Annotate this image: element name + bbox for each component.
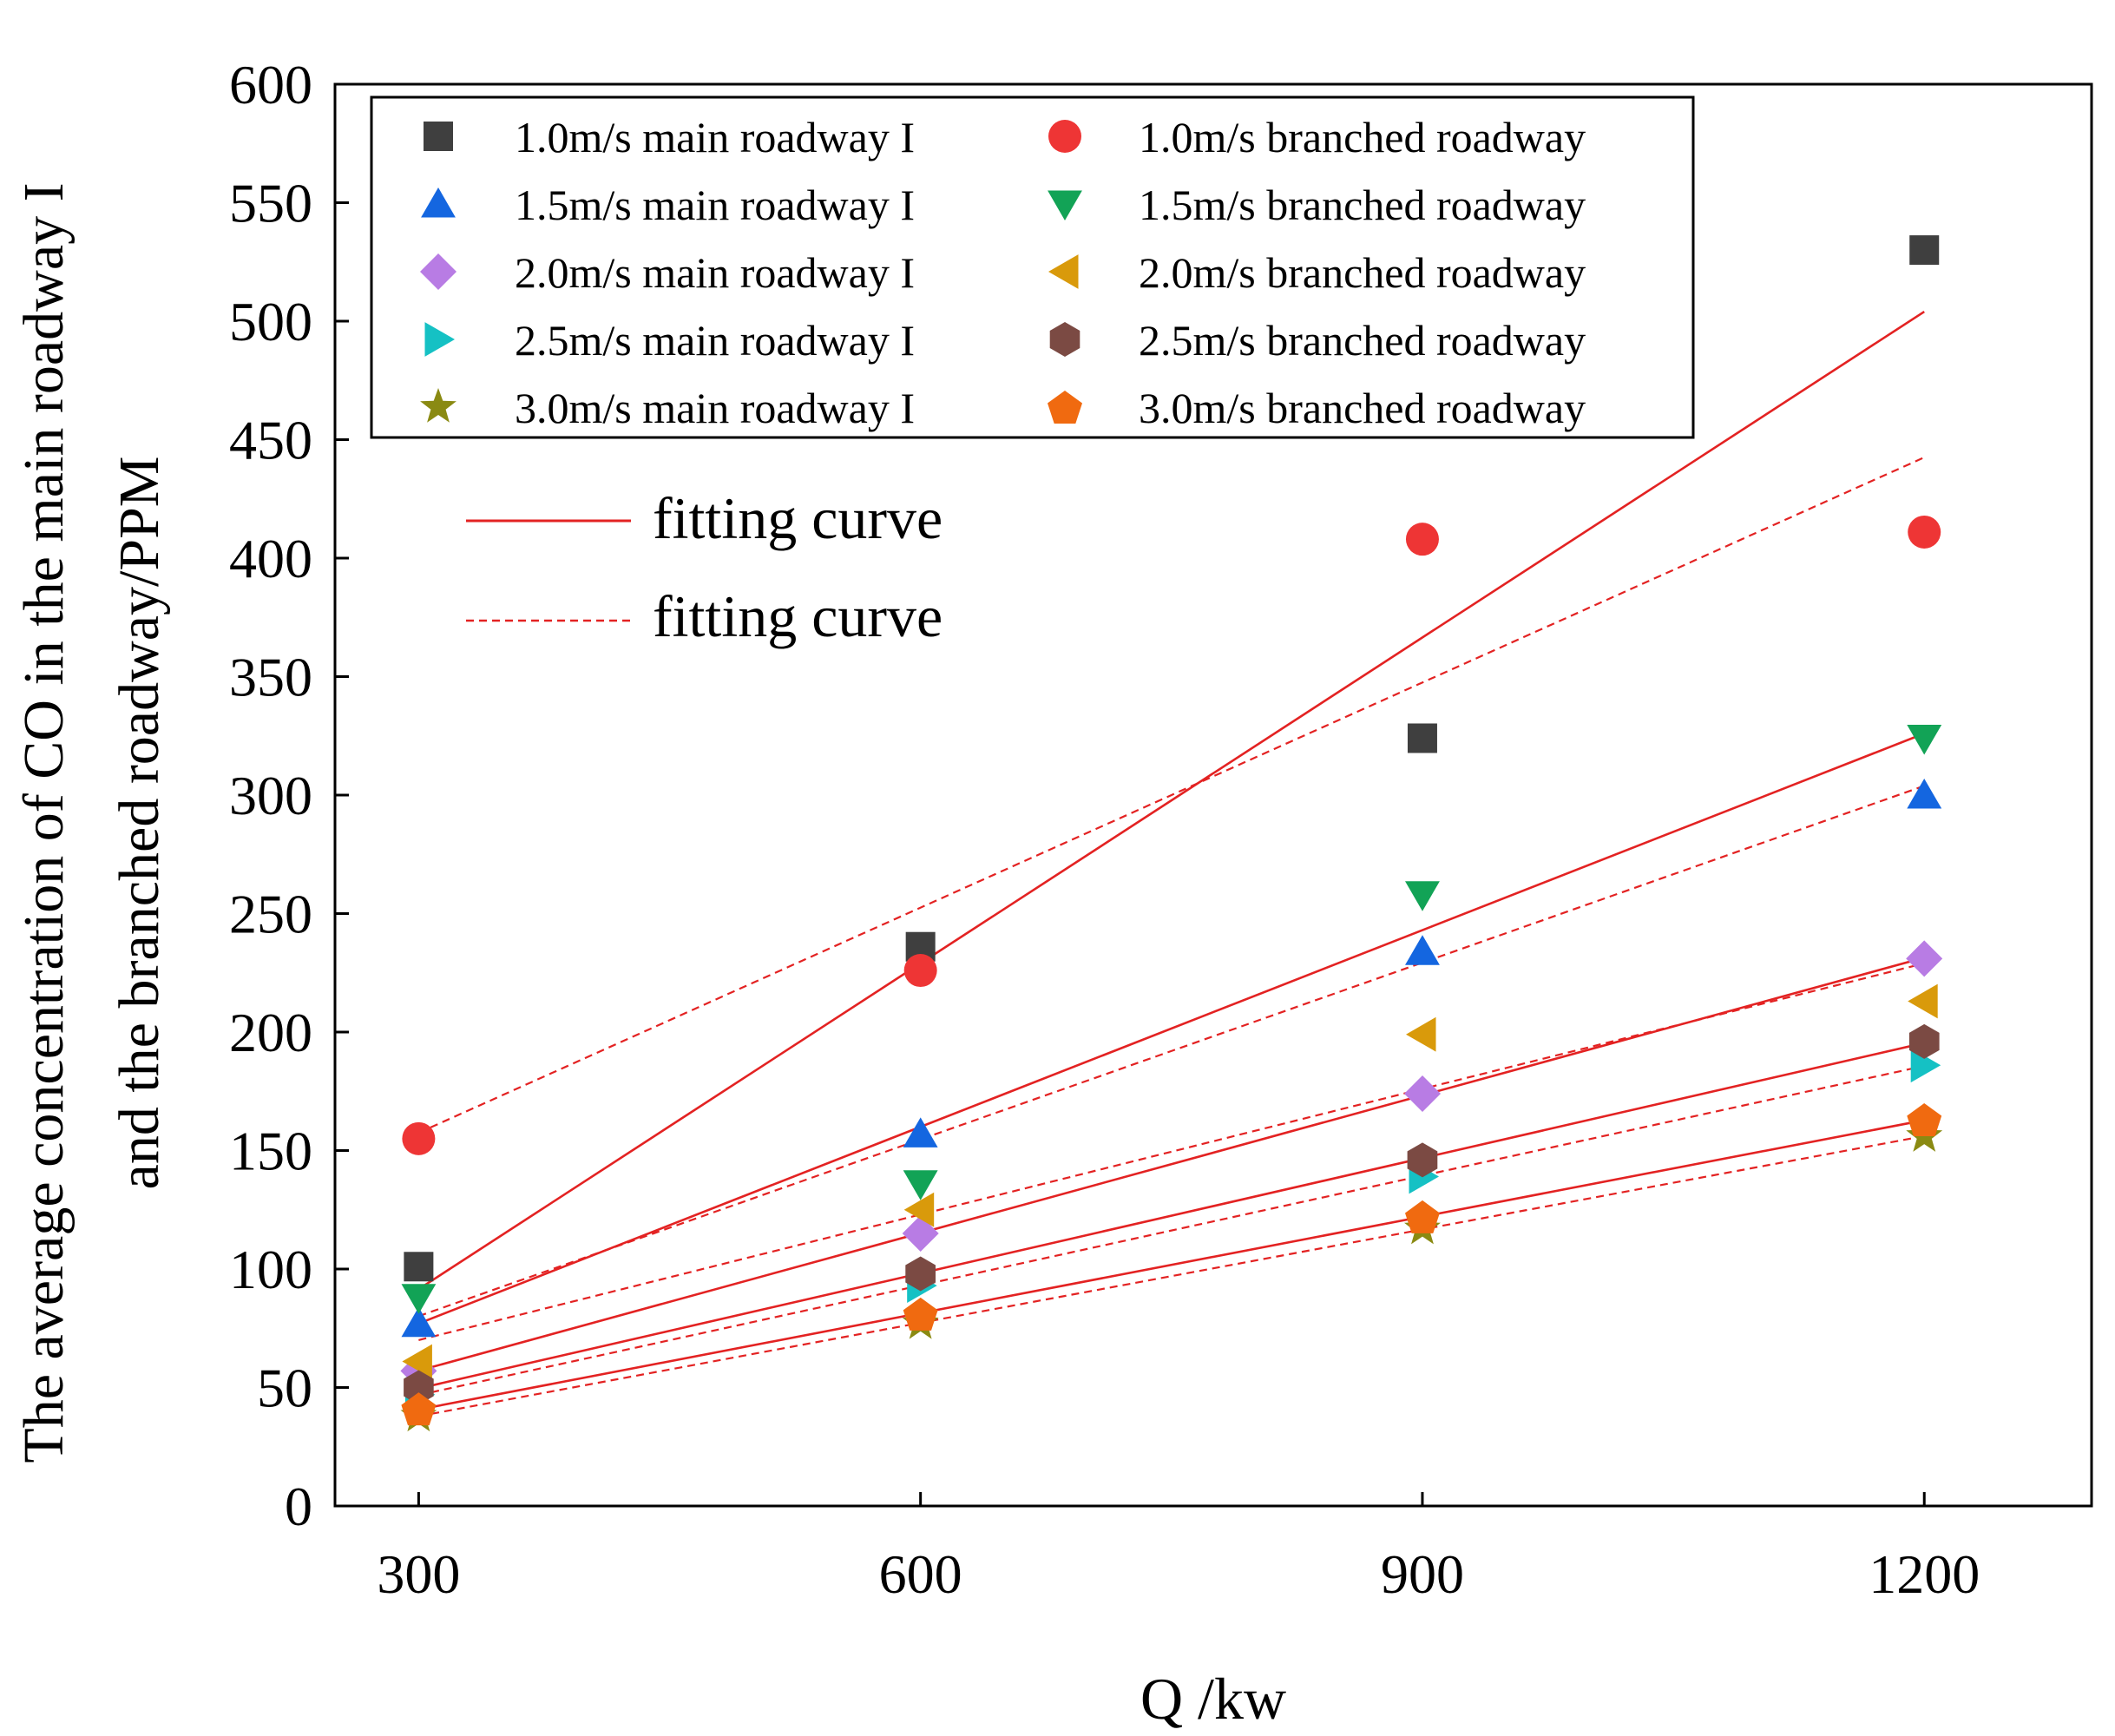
- x-axis-title: Q /kw: [1140, 1666, 1286, 1732]
- data-point-triangle-down: [903, 1170, 938, 1200]
- data-point-triangle-up: [903, 1117, 938, 1147]
- data-point-hexagon: [905, 1256, 936, 1292]
- y-axis-title-line-2: and the branched roadway/PPM: [108, 457, 171, 1190]
- data-point-diamond: [1404, 1075, 1441, 1112]
- data-point-triangle-left: [903, 1192, 935, 1227]
- data-point-triangle-up: [1907, 779, 1942, 809]
- y-tick-label: 50: [257, 1358, 312, 1419]
- data-point-hexagon: [1407, 1142, 1438, 1178]
- data-point-triangle-right: [1910, 1048, 1941, 1083]
- legend-label-1-5-main: 1.5m/s main roadway I: [515, 181, 915, 229]
- legend-label-2-0-branched: 2.0m/s branched roadway: [1139, 248, 1586, 297]
- y-tick-label: 300: [229, 765, 312, 826]
- y-tick-label: 550: [229, 173, 312, 234]
- y-tick-label: 200: [229, 1002, 312, 1063]
- legend-markers: [420, 120, 1082, 424]
- legend-marker-triangle-left: [1048, 254, 1079, 289]
- y-tick-label: 0: [285, 1476, 312, 1537]
- data-point-triangle-down: [1405, 881, 1440, 911]
- legend-box: [370, 95, 1695, 439]
- x-tick-label: 600: [879, 1543, 962, 1605]
- data-point-triangle-down: [1907, 725, 1942, 755]
- y-tick-label: 600: [229, 54, 312, 115]
- data-point-circle: [1908, 515, 1941, 549]
- fit-line-solid: [417, 310, 1925, 1291]
- legend-marker-diamond: [420, 253, 456, 290]
- y-tick-label: 250: [229, 884, 312, 945]
- data-point-diamond: [1906, 940, 1943, 977]
- legend-marker-triangle-right: [424, 322, 455, 357]
- data-point-pentagon: [1405, 1200, 1440, 1233]
- x-tick-label: 300: [377, 1543, 460, 1605]
- legend-marker-square: [424, 122, 453, 151]
- legend-marker-triangle-down: [1048, 190, 1082, 220]
- legend-label-3-0-main: 3.0m/s main roadway I: [515, 384, 915, 432]
- legend-marker-circle: [1048, 120, 1081, 153]
- y-tick-label: 150: [229, 1121, 312, 1182]
- legend-label-1-5-branched: 1.5m/s branched roadway: [1139, 181, 1586, 229]
- fit-line-dashed: [417, 456, 1925, 1134]
- data-point-triangle-left: [1908, 983, 1938, 1019]
- data-point-circle: [402, 1121, 436, 1155]
- legend-label-3-0-branched: 3.0m/s branched roadway: [1139, 384, 1586, 432]
- fit-line-dashed: [418, 1064, 1925, 1397]
- legend-marker-star: [420, 388, 456, 423]
- fit-legend-dashed-label: fitting curve: [653, 583, 943, 649]
- legend-marker-hexagon: [1049, 322, 1080, 357]
- data-point-triangle-left: [1406, 1016, 1436, 1052]
- data-point-circle: [1405, 523, 1439, 556]
- data-point-pentagon: [1907, 1103, 1942, 1136]
- fit-line-dashed: [418, 785, 1925, 1318]
- axes: 0 50 100 150 200 250 300 350 400 450 500 550 600 300 6…: [229, 54, 1980, 1605]
- fit-line-solid: [418, 1119, 1925, 1411]
- fit-legend: fitting curve fitting curve: [466, 485, 943, 649]
- legend-label-1-0-main: 1.0m/s main roadway I: [515, 113, 915, 161]
- legend-label-2-5-main: 2.5m/s main roadway I: [515, 316, 915, 365]
- fit-line-dashed: [418, 962, 1925, 1341]
- y-tick-label: 450: [229, 410, 312, 471]
- y-axis-title-line-1: The average concentration of CO in the m…: [12, 182, 76, 1463]
- data-markers: [400, 235, 1943, 1432]
- data-point-circle: [903, 954, 937, 988]
- x-tick-label: 1200: [1869, 1543, 1980, 1605]
- x-tick-label: 900: [1381, 1543, 1464, 1605]
- y-tick-label: 100: [229, 1239, 312, 1300]
- fit-line-dashed: [418, 1134, 1925, 1417]
- fit-line-solid: [418, 1042, 1925, 1390]
- data-point-square: [1407, 723, 1437, 753]
- legend-label-1-0-branched: 1.0m/s branched roadway: [1139, 113, 1586, 161]
- y-tick-label: 500: [229, 291, 312, 352]
- data-point-pentagon: [903, 1297, 938, 1331]
- data-point-triangle-down: [401, 1284, 437, 1314]
- data-point-pentagon: [401, 1392, 437, 1426]
- data-point-hexagon: [1908, 1023, 1940, 1059]
- legend: 1.0m/s main roadway I 1.0m/s branched ro…: [370, 95, 1695, 439]
- legend-marker-triangle-up: [421, 187, 456, 218]
- fit-line-solid: [417, 732, 1925, 1325]
- fit-legend-solid-label: fitting curve: [653, 485, 943, 551]
- data-point-square: [1909, 235, 1940, 266]
- data-point-hexagon: [404, 1370, 434, 1405]
- data-point-triangle-left: [402, 1344, 432, 1379]
- legend-marker-pentagon: [1048, 391, 1082, 424]
- fitting-lines: [417, 310, 1925, 1417]
- data-point-triangle-up: [401, 1306, 437, 1338]
- data-point-triangle-up: [1405, 935, 1440, 965]
- y-tick-label: 400: [229, 528, 312, 589]
- y-tick-label: 350: [229, 647, 312, 708]
- legend-label-2-0-main: 2.0m/s main roadway I: [515, 248, 915, 297]
- legend-label-2-5-branched: 2.5m/s branched roadway: [1139, 316, 1586, 365]
- data-point-square: [404, 1252, 434, 1282]
